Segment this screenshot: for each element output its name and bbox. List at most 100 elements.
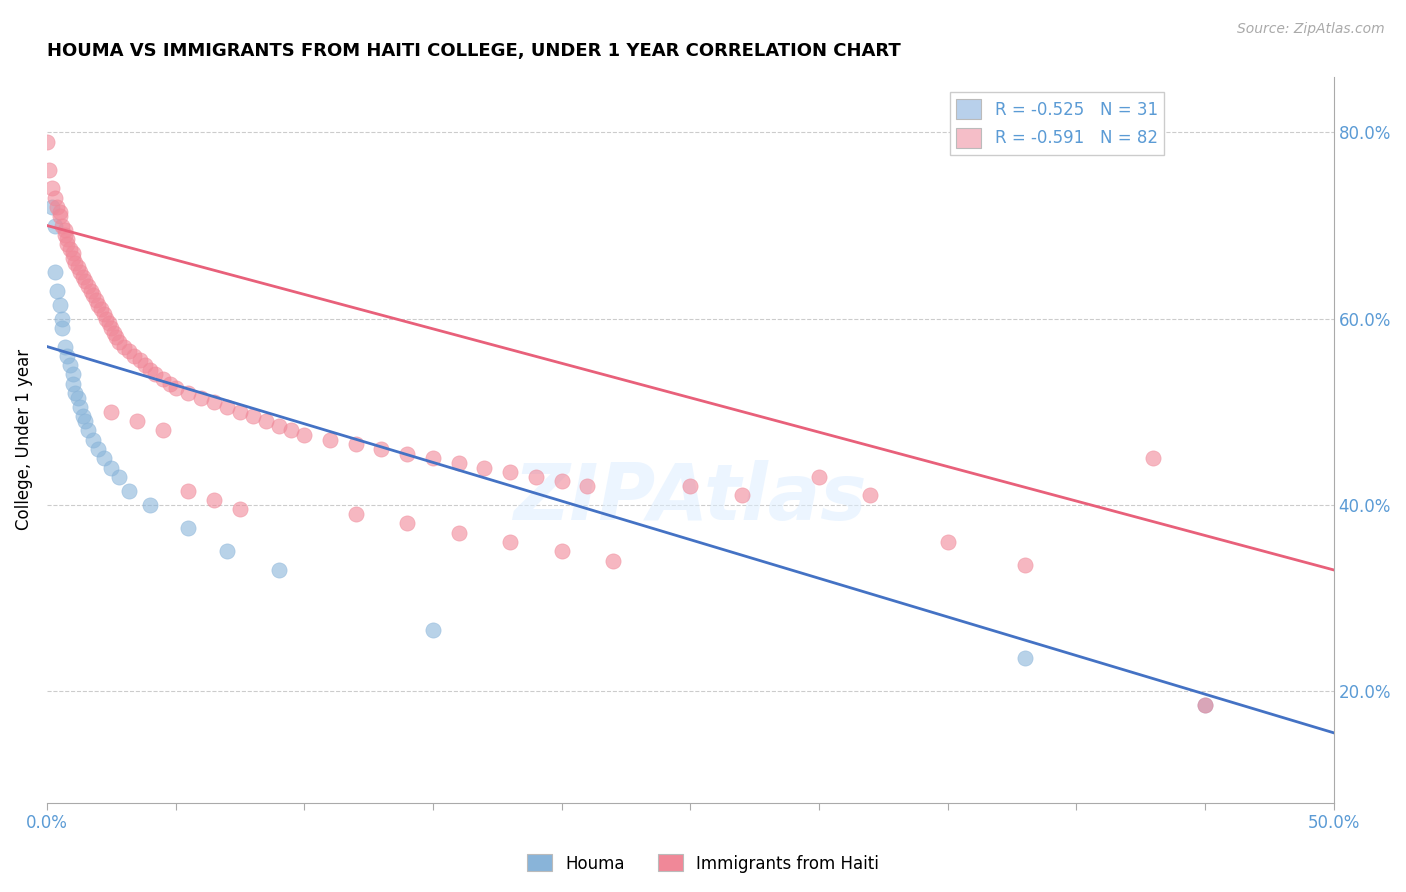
Point: [53, 339, 76, 353]
Point: [62, 368, 84, 382]
Point: [202, 395, 225, 409]
Point: [159, 376, 181, 391]
Point: [1014, 558, 1036, 573]
Point: [499, 465, 522, 479]
Point: [49, 209, 72, 223]
Point: [56, 237, 79, 252]
Point: [44, 265, 66, 279]
Point: [51, 321, 73, 335]
Point: [82, 288, 104, 302]
Point: [62, 251, 84, 265]
Point: [474, 460, 496, 475]
Point: [128, 353, 150, 368]
Point: [1194, 698, 1216, 712]
Point: [69, 265, 91, 279]
Point: [576, 479, 599, 493]
Point: [139, 363, 162, 377]
Point: [177, 521, 200, 535]
Point: [344, 507, 367, 521]
Point: [63, 256, 86, 270]
Point: [1194, 698, 1216, 712]
Point: [215, 544, 238, 558]
Point: [396, 516, 419, 531]
Point: [319, 433, 342, 447]
Point: [254, 414, 277, 428]
Point: [118, 483, 141, 498]
Point: [35, 135, 58, 149]
Point: [447, 456, 470, 470]
Point: [152, 372, 174, 386]
Point: [267, 418, 290, 433]
Point: [66, 260, 89, 275]
Point: [229, 405, 252, 419]
Point: [46, 284, 69, 298]
Point: [100, 321, 122, 335]
Point: [229, 502, 252, 516]
Point: [79, 284, 101, 298]
Point: [134, 358, 156, 372]
Point: [90, 302, 112, 317]
Y-axis label: College, Under 1 year: College, Under 1 year: [15, 349, 32, 530]
Point: [108, 470, 131, 484]
Point: [53, 223, 76, 237]
Point: [165, 381, 187, 395]
Point: [63, 386, 86, 401]
Point: [344, 437, 367, 451]
Point: [49, 204, 72, 219]
Point: [112, 339, 135, 353]
Point: [731, 488, 754, 502]
Point: [49, 298, 72, 312]
Point: [97, 316, 120, 330]
Point: [242, 409, 264, 424]
Point: [51, 219, 73, 233]
Point: [859, 488, 882, 502]
Point: [51, 311, 73, 326]
Point: [396, 446, 419, 460]
Point: [679, 479, 702, 493]
Point: [53, 227, 76, 242]
Point: [77, 279, 100, 293]
Point: [370, 442, 392, 456]
Point: [94, 311, 117, 326]
Point: [177, 386, 200, 401]
Point: [84, 293, 107, 307]
Point: [38, 162, 60, 177]
Point: [422, 451, 444, 466]
Point: [66, 391, 89, 405]
Point: [77, 423, 100, 437]
Point: [118, 344, 141, 359]
Point: [93, 307, 115, 321]
Point: [447, 525, 470, 540]
Point: [143, 368, 166, 382]
Point: [202, 493, 225, 508]
Point: [267, 563, 290, 577]
Point: [125, 414, 148, 428]
Point: [82, 433, 104, 447]
Point: [550, 475, 572, 489]
Point: [103, 326, 125, 340]
Point: [550, 544, 572, 558]
Point: [56, 232, 79, 246]
Point: [87, 442, 110, 456]
Point: [292, 428, 315, 442]
Legend: Houma, Immigrants from Haiti: Houma, Immigrants from Haiti: [520, 847, 886, 880]
Point: [41, 181, 63, 195]
Point: [62, 246, 84, 260]
Text: Source: ZipAtlas.com: Source: ZipAtlas.com: [1237, 22, 1385, 37]
Point: [124, 349, 146, 363]
Point: [87, 298, 110, 312]
Point: [139, 498, 162, 512]
Text: HOUMA VS IMMIGRANTS FROM HAITI COLLEGE, UNDER 1 YEAR CORRELATION CHART: HOUMA VS IMMIGRANTS FROM HAITI COLLEGE, …: [46, 42, 901, 60]
Point: [56, 349, 79, 363]
Point: [72, 269, 94, 284]
Point: [152, 423, 174, 437]
Point: [72, 409, 94, 424]
Point: [41, 200, 63, 214]
Point: [280, 423, 302, 437]
Point: [69, 400, 91, 414]
Point: [807, 470, 830, 484]
Point: [936, 535, 959, 549]
Point: [422, 624, 444, 638]
Point: [100, 405, 122, 419]
Point: [499, 535, 522, 549]
